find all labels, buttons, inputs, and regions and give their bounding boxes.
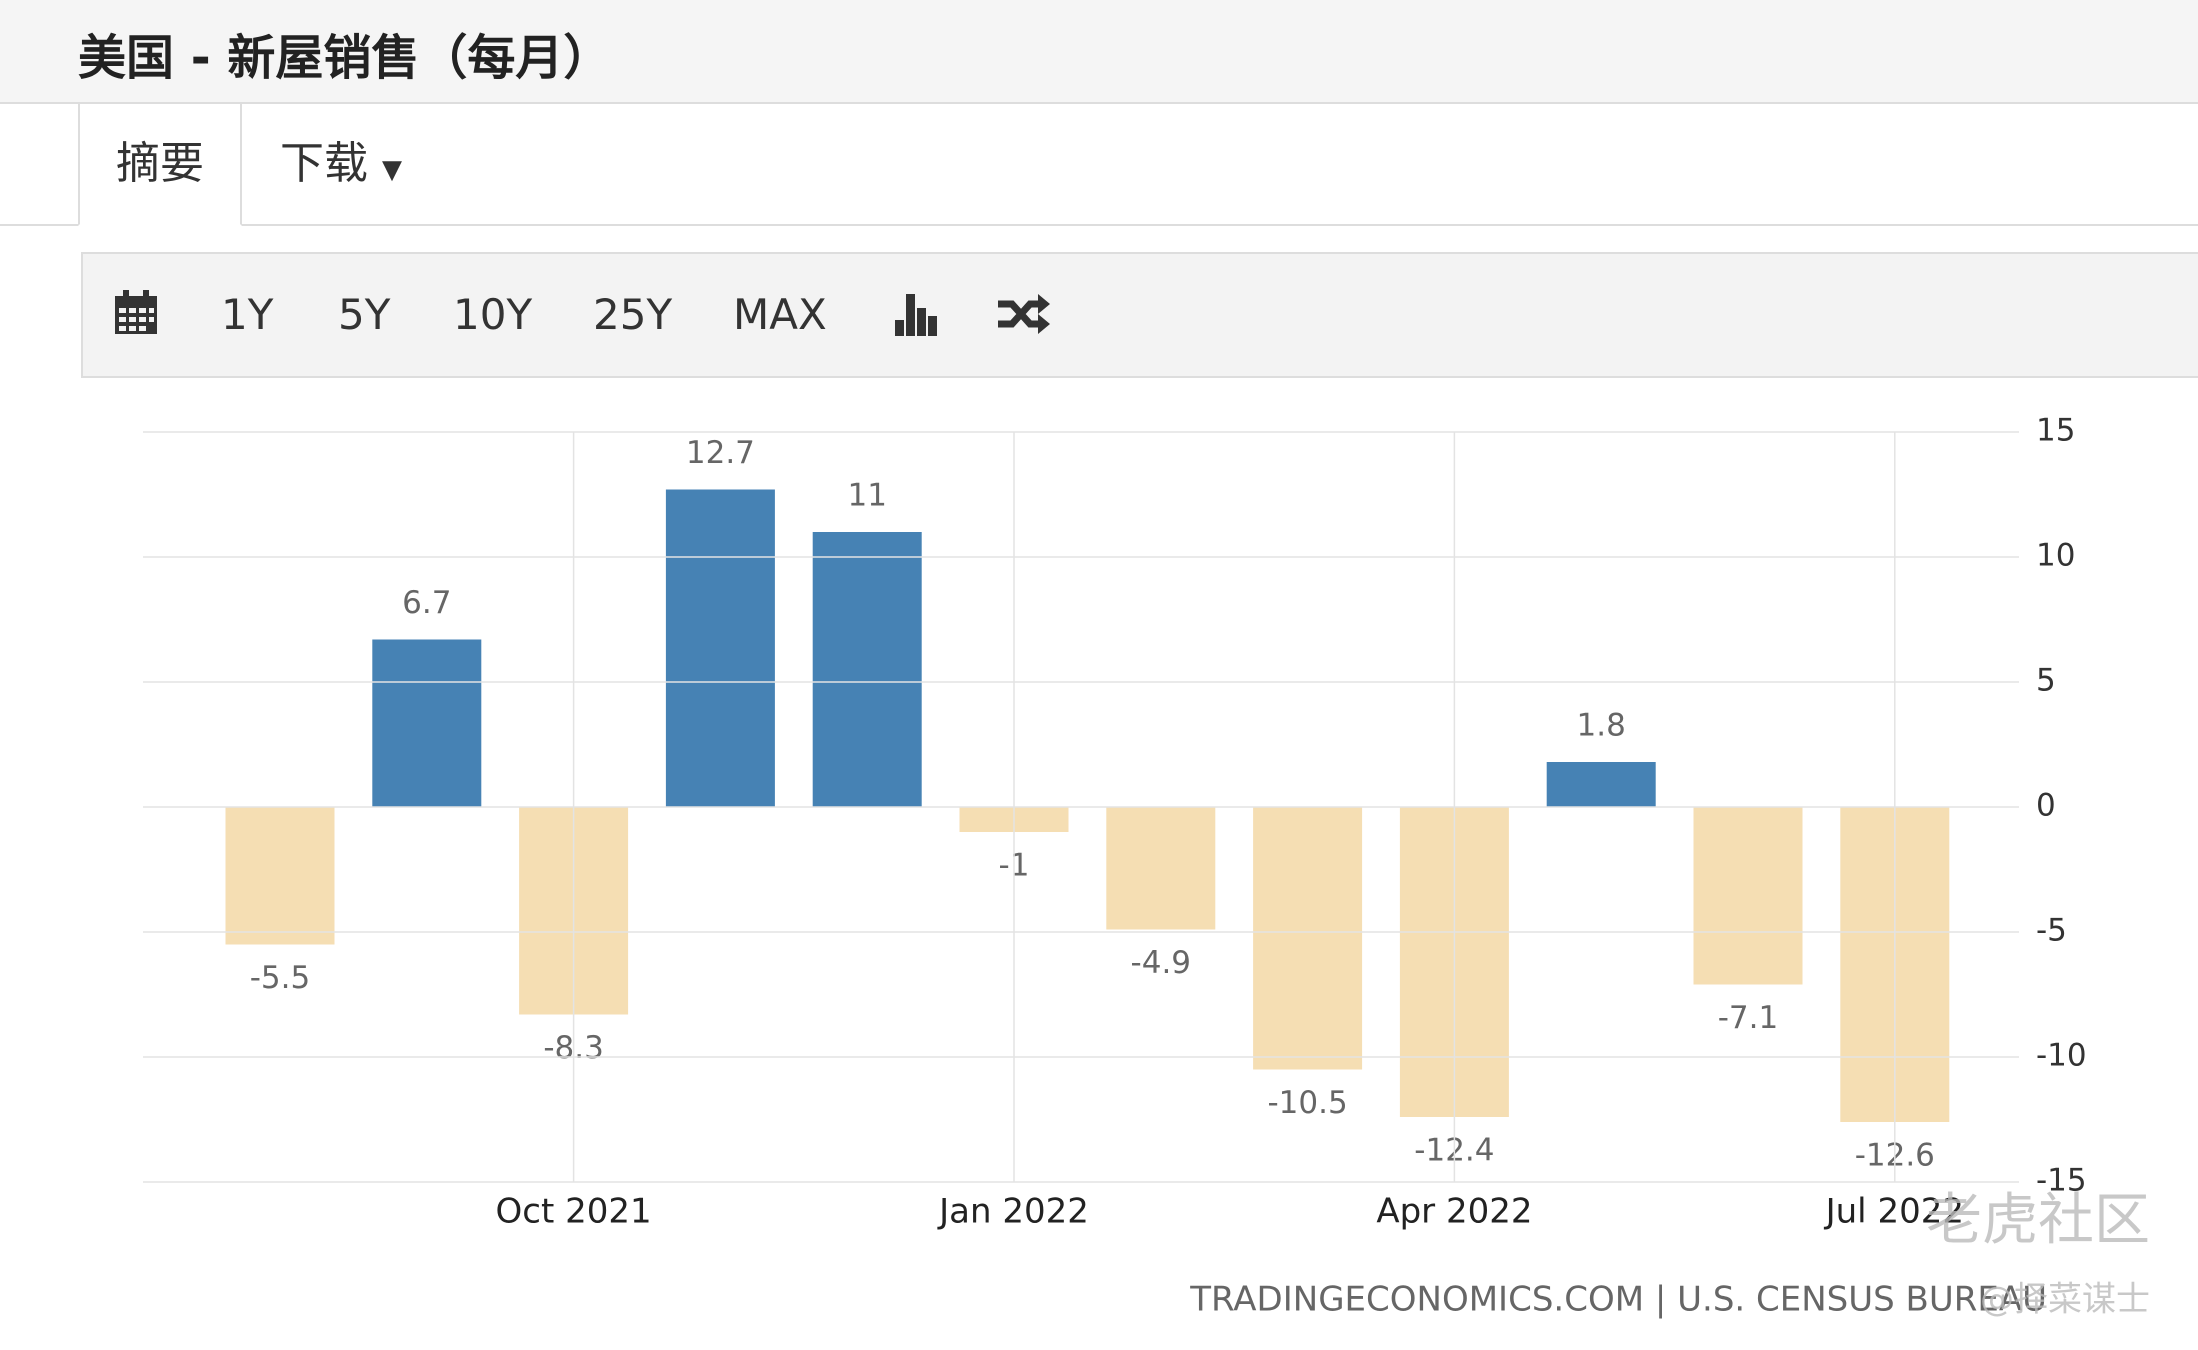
- y-tick-label: 15: [2036, 413, 2075, 449]
- range-button[interactable]: 25Y: [593, 290, 673, 339]
- watermark: 老虎社区: [1926, 1188, 2150, 1253]
- page-title: 美国 - 新屋销售（每月）: [78, 30, 612, 86]
- range-button[interactable]: 5Y: [338, 290, 391, 339]
- value-label: -7.1: [1718, 1000, 1779, 1036]
- bar: [1546, 762, 1656, 807]
- range-button[interactable]: 1Y: [221, 290, 274, 339]
- toolbar: 1Y 5Y 10Y 25Y MAX: [81, 252, 2198, 378]
- bar: [812, 532, 922, 807]
- calendar-icon[interactable]: [115, 290, 157, 334]
- x-tick-label: Jan 2022: [937, 1192, 1089, 1232]
- y-tick-label: -15: [2036, 1163, 2087, 1199]
- y-tick-label: -10: [2036, 1038, 2087, 1074]
- value-label: -4.9: [1131, 945, 1192, 981]
- bar: [1693, 807, 1803, 985]
- bar: [1253, 807, 1363, 1070]
- value-label: -5.5: [250, 960, 311, 996]
- tab[interactable]: 摘要: [78, 104, 242, 226]
- y-tick-label: 10: [2036, 538, 2075, 574]
- chart-type-icon[interactable]: [895, 294, 937, 336]
- tab-bar: 摘要 下载 ▼: [0, 104, 2198, 226]
- tab[interactable]: 下载 ▼: [280, 104, 402, 224]
- value-label: 11: [847, 478, 886, 514]
- value-label: 1.8: [1577, 708, 1626, 744]
- header: 美国 - 新屋销售（每月）: [0, 0, 2198, 104]
- y-tick-label: 5: [2036, 663, 2056, 699]
- x-tick-label: Oct 2021: [496, 1192, 652, 1232]
- x-tick-label: Apr 2022: [1376, 1192, 1532, 1232]
- bar: [225, 807, 335, 945]
- tab-label: 下载: [280, 138, 368, 189]
- bar: [665, 489, 775, 807]
- bar: [372, 639, 482, 807]
- watermark: @择菜谋士: [1980, 1280, 2150, 1320]
- x-tick-label: Jul 2022: [1824, 1192, 1964, 1232]
- bar: [1106, 807, 1216, 930]
- source: TRADINGECONOMICS.COM | U.S. CENSUS BUREA…: [1189, 1280, 2047, 1320]
- value-label: 12.7: [686, 435, 755, 471]
- y-tick-label: 0: [2036, 788, 2056, 824]
- dropdown-caret: ▼: [382, 155, 402, 185]
- range-button[interactable]: MAX: [733, 290, 827, 339]
- y-tick-label: -5: [2036, 913, 2067, 949]
- range-button[interactable]: 10Y: [453, 290, 533, 339]
- value-label: 6.7: [402, 585, 451, 621]
- compare-icon[interactable]: [998, 294, 1050, 334]
- value-label: -10.5: [1267, 1085, 1347, 1121]
